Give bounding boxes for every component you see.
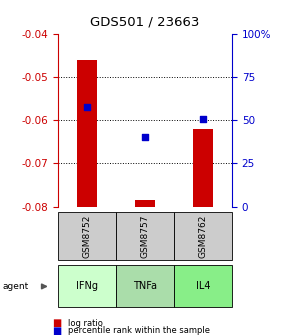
Text: GSM8762: GSM8762: [198, 214, 208, 258]
Text: agent: agent: [3, 282, 29, 291]
Bar: [193, 129, 213, 207]
Bar: [135, 200, 155, 207]
Text: IFNg: IFNg: [76, 282, 98, 291]
Text: ■: ■: [52, 318, 61, 328]
Point: [85, 104, 89, 110]
Point: [201, 117, 205, 122]
Text: ■: ■: [52, 326, 61, 336]
Text: GDS501 / 23663: GDS501 / 23663: [90, 15, 200, 28]
Text: percentile rank within the sample: percentile rank within the sample: [68, 327, 210, 335]
Text: log ratio: log ratio: [68, 319, 103, 328]
Text: IL4: IL4: [196, 282, 210, 291]
Text: GSM8757: GSM8757: [140, 214, 150, 258]
Bar: [77, 59, 97, 207]
Point: [143, 135, 147, 140]
Text: GSM8752: GSM8752: [82, 214, 92, 258]
Text: TNFa: TNFa: [133, 282, 157, 291]
